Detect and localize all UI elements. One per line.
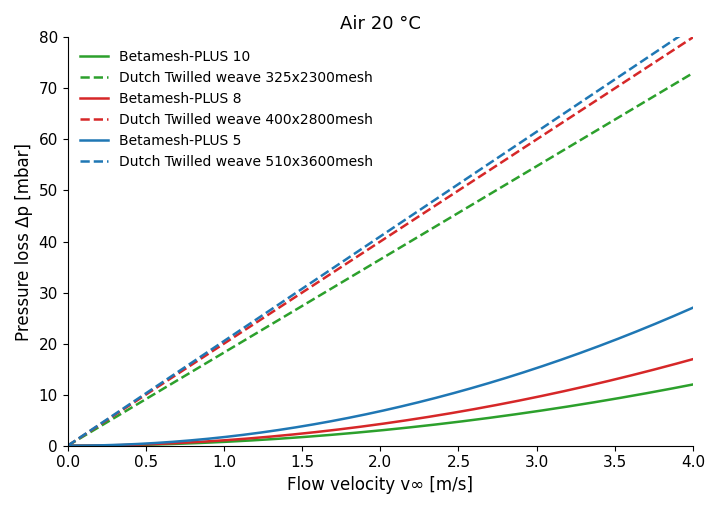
Dutch Twilled weave 510x3600mesh — [63, 443, 72, 449]
Betamesh-PLUS 8 — [576, 384, 585, 390]
Dutch Twilled weave 510x3600mesh — [402, 216, 410, 222]
Y-axis label: Pressure loss Δp [mbar]: Pressure loss Δp [mbar] — [15, 143, 33, 341]
Betamesh-PLUS 5 — [360, 412, 369, 418]
Dutch Twilled weave 325x2300mesh — [576, 137, 585, 144]
X-axis label: Flow velocity v∞ [m/s]: Flow velocity v∞ [m/s] — [287, 476, 473, 494]
Dutch Twilled weave 325x2300mesh — [688, 70, 697, 76]
Title: Air 20 °C: Air 20 °C — [340, 15, 420, 33]
Legend: Betamesh-PLUS 10, Dutch Twilled weave 325x2300mesh, Betamesh-PLUS 8, Dutch Twill: Betamesh-PLUS 10, Dutch Twilled weave 32… — [75, 44, 379, 174]
Betamesh-PLUS 10 — [674, 384, 683, 390]
Dutch Twilled weave 325x2300mesh — [364, 264, 373, 270]
Betamesh-PLUS 8 — [688, 356, 697, 362]
Dutch Twilled weave 325x2300mesh — [63, 443, 72, 449]
Betamesh-PLUS 10 — [436, 421, 444, 427]
Betamesh-PLUS 10 — [576, 402, 585, 408]
Betamesh-PLUS 10 — [360, 429, 369, 435]
Dutch Twilled weave 510x3600mesh — [688, 24, 697, 30]
Line: Betamesh-PLUS 5: Betamesh-PLUS 5 — [68, 307, 693, 446]
Betamesh-PLUS 10 — [402, 425, 410, 431]
Dutch Twilled weave 510x3600mesh — [364, 241, 373, 247]
Betamesh-PLUS 8 — [63, 443, 72, 449]
Dutch Twilled weave 325x2300mesh — [436, 221, 444, 227]
Betamesh-PLUS 8 — [436, 412, 444, 418]
Betamesh-PLUS 8 — [360, 423, 369, 429]
Betamesh-PLUS 10 — [688, 381, 697, 387]
Dutch Twilled weave 400x2800mesh — [360, 249, 369, 255]
Dutch Twilled weave 400x2800mesh — [576, 108, 585, 114]
Dutch Twilled weave 400x2800mesh — [436, 200, 444, 206]
Dutch Twilled weave 400x2800mesh — [674, 44, 683, 50]
Dutch Twilled weave 400x2800mesh — [688, 34, 697, 40]
Betamesh-PLUS 8 — [402, 417, 410, 423]
Betamesh-PLUS 10 — [364, 429, 373, 435]
Betamesh-PLUS 10 — [63, 443, 72, 449]
Betamesh-PLUS 8 — [674, 360, 683, 366]
Line: Dutch Twilled weave 510x3600mesh: Dutch Twilled weave 510x3600mesh — [68, 27, 693, 446]
Betamesh-PLUS 5 — [364, 411, 373, 417]
Line: Dutch Twilled weave 400x2800mesh: Dutch Twilled weave 400x2800mesh — [68, 37, 693, 446]
Dutch Twilled weave 510x3600mesh — [360, 244, 369, 250]
Dutch Twilled weave 510x3600mesh — [576, 100, 585, 106]
Betamesh-PLUS 5 — [63, 443, 72, 449]
Line: Betamesh-PLUS 8: Betamesh-PLUS 8 — [68, 359, 693, 446]
Dutch Twilled weave 510x3600mesh — [436, 193, 444, 200]
Dutch Twilled weave 325x2300mesh — [402, 241, 410, 247]
Betamesh-PLUS 5 — [576, 350, 585, 356]
Dutch Twilled weave 325x2300mesh — [674, 79, 683, 85]
Dutch Twilled weave 400x2800mesh — [364, 246, 373, 252]
Line: Dutch Twilled weave 325x2300mesh: Dutch Twilled weave 325x2300mesh — [68, 73, 693, 446]
Betamesh-PLUS 5 — [436, 394, 444, 400]
Dutch Twilled weave 510x3600mesh — [674, 34, 683, 40]
Betamesh-PLUS 5 — [674, 311, 683, 317]
Betamesh-PLUS 8 — [364, 422, 373, 429]
Line: Betamesh-PLUS 10: Betamesh-PLUS 10 — [68, 384, 693, 446]
Dutch Twilled weave 325x2300mesh — [360, 266, 369, 272]
Dutch Twilled weave 400x2800mesh — [402, 222, 410, 228]
Betamesh-PLUS 5 — [402, 402, 410, 408]
Dutch Twilled weave 400x2800mesh — [63, 443, 72, 449]
Betamesh-PLUS 5 — [688, 304, 697, 310]
